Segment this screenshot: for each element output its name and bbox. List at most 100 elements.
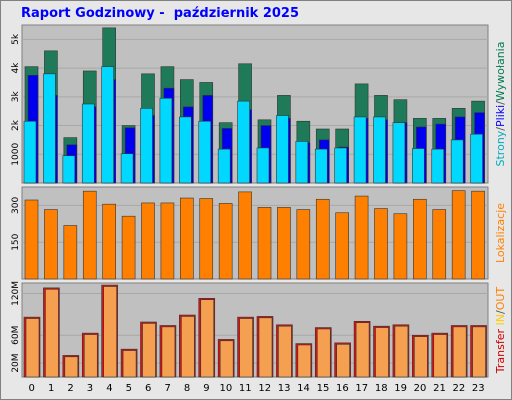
x-tick-label-0: 0: [29, 383, 35, 394]
bar-out-23: [472, 326, 486, 378]
bar-strony-15: [314, 148, 328, 184]
bar-strony-19: [392, 122, 406, 184]
bar-lokalizacje-10: [218, 203, 233, 280]
bar-lokalizacje-15: [315, 198, 330, 280]
x-tick-label-17: 17: [355, 383, 368, 394]
bar-out-14: [297, 344, 312, 378]
bar-out-18: [375, 327, 389, 378]
top-panel-y-tick-label: 1000: [11, 143, 21, 166]
bar-lokalizacje-9: [199, 198, 214, 280]
bar-strony-14: [295, 141, 309, 184]
bar-lokalizacje-16: [335, 212, 349, 280]
bar-strony-7: [159, 97, 173, 184]
bar-strony-18: [373, 116, 386, 184]
bar-strony-3: [81, 103, 95, 184]
bar-strony-5: [120, 153, 134, 184]
bar-lokalizacje-5: [121, 215, 136, 280]
top-panel-y-tick-label: 4k: [11, 62, 21, 74]
bar-lokalizacje-17: [354, 195, 369, 280]
bar-out-1: [45, 288, 59, 378]
bar-out-7: [161, 326, 176, 378]
x-tick-label-10: 10: [220, 383, 233, 394]
top-panel-side-label-part: Pliki: [494, 105, 507, 127]
x-tick-label-22: 22: [453, 383, 466, 394]
bar-out-16: [336, 343, 350, 378]
bot-panel-side-label: Transfer IN/OUT: [494, 287, 507, 375]
bot-panel-y-tick-label: 60M: [11, 326, 21, 345]
bar-out-17: [355, 322, 370, 378]
x-tick-label-21: 21: [433, 383, 446, 394]
bar-out-13: [278, 325, 292, 378]
bar-strony-22: [450, 139, 464, 184]
bar-lokalizacje-21: [432, 209, 447, 280]
x-tick-label-6: 6: [145, 383, 151, 394]
mid-panel-side-label: Lokalizacje: [494, 203, 507, 263]
x-tick-label-12: 12: [258, 383, 271, 394]
bar-out-22: [452, 326, 467, 378]
x-tick-label-15: 15: [317, 383, 330, 394]
top-panel-y-tick-label: 2k: [11, 119, 21, 131]
bar-lokalizacje-18: [374, 208, 388, 280]
x-tick-label-2: 2: [67, 383, 73, 394]
bar-out-4: [103, 286, 117, 378]
bot-panel-y-tick-label: 120M: [11, 281, 21, 306]
top-panel-side-label-part: Strony: [494, 130, 507, 166]
bar-lokalizacje-22: [451, 190, 466, 280]
bar-lokalizacje-8: [180, 197, 194, 280]
bot-panel-side-label-part: OUT: [494, 287, 507, 311]
mid-panel-y-tick-label: 150: [11, 233, 21, 250]
bar-strony-12: [256, 147, 270, 184]
bar-lokalizacje-20: [413, 198, 427, 280]
x-tick-label-5: 5: [126, 383, 132, 394]
mid-panel-y-tick-label: 300: [11, 197, 21, 214]
bar-out-6: [142, 323, 156, 378]
x-tick-label-7: 7: [164, 383, 170, 394]
bar-lokalizacje-6: [141, 202, 155, 280]
bot-panel-y-tick-label: 20M: [11, 353, 21, 372]
bot-panel-side-label-part: /: [494, 310, 507, 314]
bot-panel-plot-area: [21, 282, 489, 378]
x-tick-label-16: 16: [336, 383, 349, 394]
bar-out-0: [25, 318, 40, 378]
x-tick-label-4: 4: [106, 383, 112, 394]
x-tick-label-13: 13: [278, 383, 291, 394]
x-tick-label-3: 3: [87, 383, 93, 394]
bar-lokalizacje-23: [471, 190, 485, 280]
x-tick-label-19: 19: [394, 383, 407, 394]
bar-out-21: [433, 334, 448, 378]
bar-out-15: [316, 328, 331, 378]
bar-out-2: [64, 356, 79, 378]
x-tick-label-1: 1: [48, 383, 54, 394]
x-tick-label-23: 23: [472, 383, 485, 394]
bar-out-3: [83, 334, 98, 378]
bar-lokalizacje-14: [296, 209, 311, 280]
x-tick-label-11: 11: [239, 383, 252, 394]
bar-strony-6: [140, 108, 153, 184]
bar-lokalizacje-11: [238, 191, 252, 280]
mid-panel-plot-area: [21, 186, 489, 280]
bar-lokalizacje-19: [393, 213, 408, 280]
bar-strony-23: [470, 133, 483, 184]
bar-strony-16: [334, 147, 347, 184]
bar-strony-13: [276, 115, 289, 184]
bar-strony-0: [23, 120, 37, 184]
x-tick-label-20: 20: [414, 383, 427, 394]
bar-strony-4: [101, 66, 114, 184]
x-tick-label-18: 18: [375, 383, 388, 394]
top-panel-side-label-part: Wywołania: [494, 42, 507, 102]
x-tick-label-8: 8: [184, 383, 190, 394]
bar-out-20: [414, 336, 428, 378]
bar-strony-20: [412, 148, 425, 184]
bar-out-5: [122, 350, 137, 378]
bar-strony-10: [217, 148, 231, 184]
page-title: Raport Godzinowy - październik 2025: [21, 6, 300, 21]
bar-lokalizacje-3: [82, 190, 97, 280]
bar-strony-8: [179, 116, 192, 184]
top-panel-y-tick-label: 3k: [11, 91, 21, 103]
top-panel-y-tick-label: 5k: [11, 33, 21, 45]
bar-lokalizacje-1: [44, 209, 58, 280]
bar-strony-11: [237, 100, 250, 184]
bar-lokalizacje-7: [160, 202, 175, 280]
bar-lokalizacje-0: [24, 199, 39, 280]
